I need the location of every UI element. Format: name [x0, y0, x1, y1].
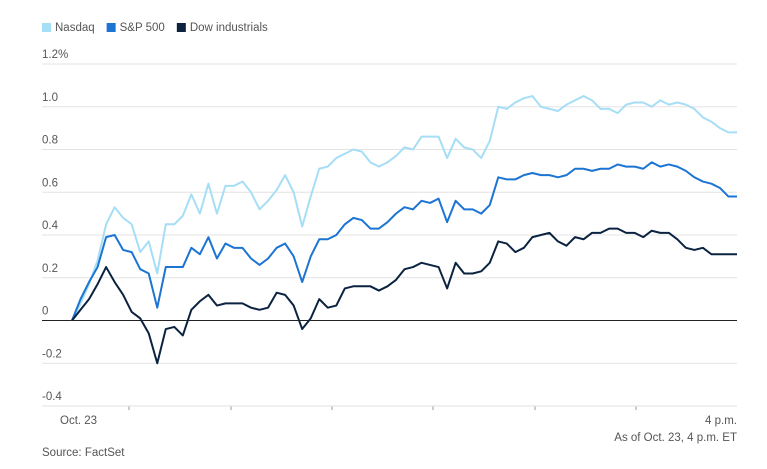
legend-label: Dow industrials — [190, 22, 268, 34]
y-tick-label: 0.6 — [42, 177, 58, 189]
legend-label: Nasdaq — [55, 22, 95, 34]
y-tick-label: -0.2 — [42, 348, 62, 360]
legend-swatch — [176, 23, 186, 32]
note: As of Oct. 23, 4 p.m. ET — [614, 432, 737, 444]
y-tick-label: 0.8 — [42, 135, 58, 147]
legend-label: S&P 500 — [120, 22, 165, 34]
source: Source: FactSet — [42, 447, 125, 459]
y-tick-label: 1.2% — [42, 49, 68, 61]
x-tick-label: Oct. 23 — [60, 415, 97, 427]
y-tick-label: -0.4 — [42, 391, 62, 403]
y-tick-label: 1.0 — [42, 92, 58, 104]
y-tick-label: 0.4 — [42, 220, 59, 232]
legend-swatch — [106, 23, 116, 32]
line-series — [71, 227, 737, 365]
y-tick-label: 0.2 — [42, 263, 58, 275]
x-tick-label: 4 p.m. — [705, 415, 737, 427]
legend-swatch — [42, 23, 51, 32]
y-tick-label: 0 — [42, 306, 48, 318]
x-axis-ticks — [128, 406, 637, 410]
line-series — [71, 161, 737, 321]
line-series — [71, 95, 737, 321]
